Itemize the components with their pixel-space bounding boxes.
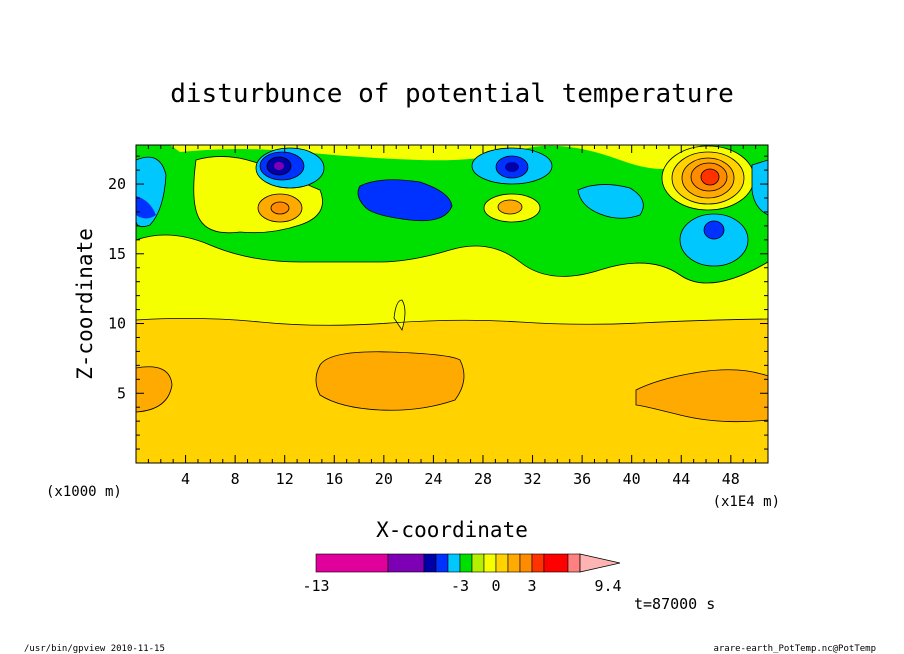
colorbar-swatch [459,553,473,573]
colorbar-swatch [387,553,425,573]
x-tick-label: 44 [672,470,690,488]
blob-blue-x20 [357,179,453,222]
x-tick-label: 32 [524,470,542,488]
blob-navy-x30 [505,162,519,172]
x-tick-label: 24 [424,470,442,488]
colorbar-swatch [519,553,533,573]
plot-frame [135,144,769,464]
blob-purple-x12 [274,162,284,170]
blob-cyan-x37 [577,184,644,219]
colorbar-tick-label: -13 [302,577,329,595]
blob-red-x46 [700,168,720,186]
footer-left: /usr/bin/gpview 2010-11-15 [24,644,165,654]
y-tick-label: 10 [108,315,126,333]
contour-field [136,145,768,463]
y-axis: 5 10 15 20 [108,155,768,450]
blob-cyan-x46 [679,213,749,267]
colorbar-swatch [471,553,485,573]
x-tick-label: 8 [231,470,240,488]
y-tick-label: 5 [117,384,126,402]
x-tick-label: 48 [722,470,740,488]
chart-title: disturbunce of potential temperature [170,79,734,109]
x-tick-label: 28 [474,470,492,488]
x-tick-label: 12 [276,470,294,488]
y-tick-label: 20 [108,175,126,193]
footer-right: arare-earth_PotTemp.nc@PotTemp [713,644,876,654]
x-axis: 4 8 12 16 20 24 28 32 36 40 44 48 [147,145,757,488]
colorbar-tick-label: 0 [491,577,500,595]
x-axis-label: X-coordinate [376,518,528,542]
colorbar-swatch [531,553,545,573]
colorbar-swatch [495,553,509,573]
blob-orange-left [136,366,173,413]
colorbar-swatch [315,553,389,573]
x-tick-label: 36 [573,470,591,488]
blob-orange-right [635,369,768,423]
x-tick-label: 16 [325,470,343,488]
blob-orange-x30 [497,199,523,215]
y-axis-label: Z-coordinate [73,228,97,380]
y-tick-label: 15 [108,245,126,263]
colorbar-tick-label: -3 [451,577,469,595]
colorbar-tick-label: 9.4 [594,577,621,595]
colorbar-swatch [447,553,461,573]
colorbar-tick-label: 3 [527,577,536,595]
colorbar-swatch [507,553,521,573]
x-unit-label: (x1000 m) [46,484,122,500]
x-tick-label: 4 [181,470,190,488]
blob-deep-orange-x11 [270,201,290,215]
x-tick-label: 40 [623,470,641,488]
colorbar-swatch [543,553,569,573]
blob-blue-x46 [703,220,725,240]
blob-cyan-right-edge [751,159,768,216]
colorbar-swatch [435,553,449,573]
colorbar-swatch [567,553,581,573]
colorbar-swatch [483,553,497,573]
colorbar-extension [579,553,621,573]
colorbar-swatch [423,553,437,573]
time-label: t=87000 s [634,595,715,613]
colorbar: -13 -3 0 3 9.4 [302,553,622,595]
x-scale-label: (x1E4 m) [713,494,780,510]
blob-orange-middle [315,351,465,411]
blob-blue-left [136,196,156,219]
x-tick-label: 20 [375,470,393,488]
